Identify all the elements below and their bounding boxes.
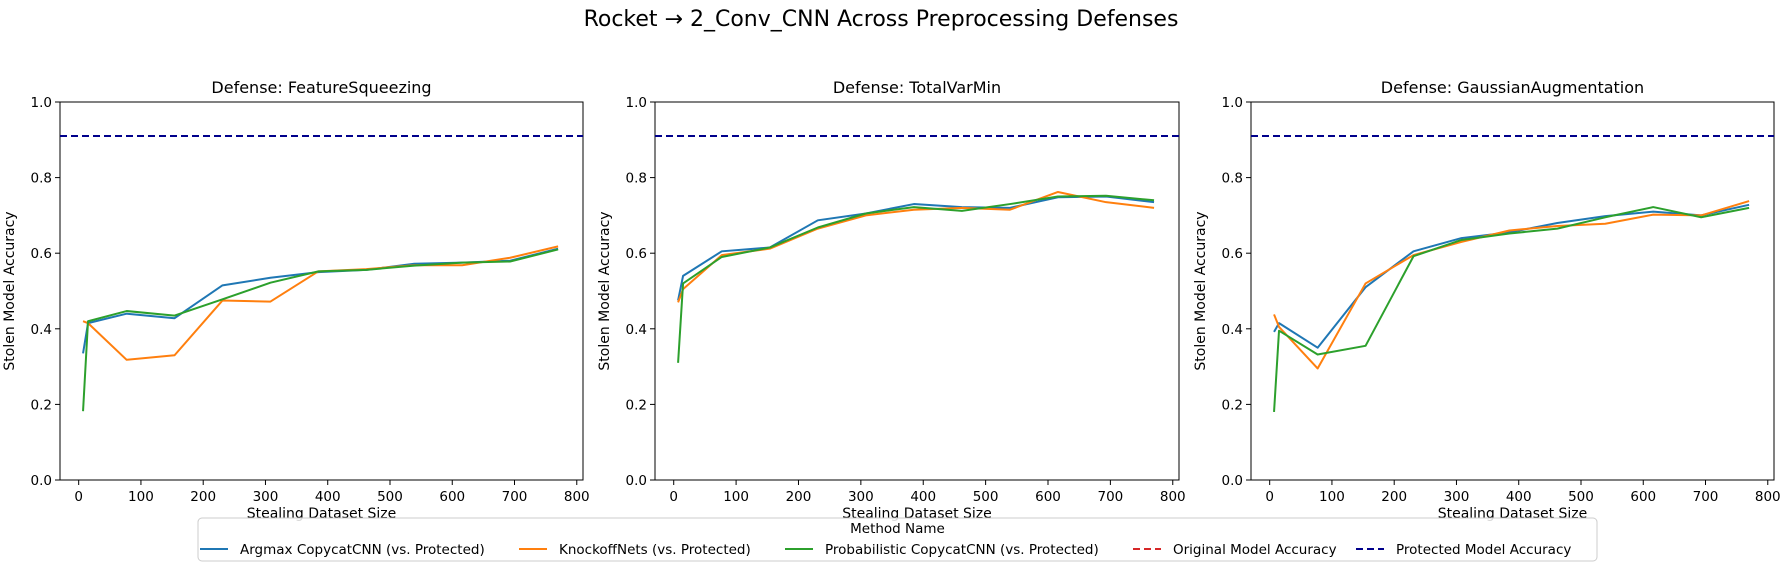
legend-label: Probabilistic CopycatCNN (vs. Protected) [825, 542, 1099, 558]
x-tick-label: 300 [1444, 489, 1470, 505]
y-tick-label: 0.2 [626, 397, 647, 413]
x-tick-label: 100 [723, 489, 749, 505]
legend-label: KnockoffNets (vs. Protected) [559, 542, 751, 558]
y-tick-label: 0.6 [626, 246, 647, 262]
x-tick-label: 100 [1319, 489, 1345, 505]
y-tick-label: 0.6 [31, 246, 52, 262]
y-tick-label: 0.0 [31, 473, 52, 489]
subplot-1: Defense: FeatureSqueezing 0.0 0.2 0.4 0.6 0.8… [2, 78, 590, 522]
x-tick-label: 500 [1568, 489, 1594, 505]
figure-title: Rocket → 2_Conv_CNN Across Preprocessing… [584, 7, 1179, 32]
x-tick-label: 200 [1381, 489, 1407, 505]
x-tick-label: 700 [1097, 489, 1123, 505]
x-tick-label: 100 [128, 489, 154, 505]
x-tick-label: 700 [502, 489, 528, 505]
y-tick-label: 0.2 [1222, 397, 1243, 413]
y-axis-label: Stolen Model Accuracy [2, 211, 18, 370]
x-tick-label: 0 [1265, 489, 1274, 505]
series-line-1 [677, 195, 1155, 301]
x-tick-label: 400 [910, 489, 936, 505]
x-tick-label: 600 [1035, 489, 1061, 505]
x-tick-label: 300 [253, 489, 279, 505]
legend-title: Method Name [850, 521, 945, 537]
legend-box [197, 517, 1598, 562]
legend-label: Protected Model Accuracy [1396, 542, 1571, 558]
legend-label: Original Model Accuracy [1173, 542, 1337, 558]
x-tick-label: 200 [786, 489, 812, 505]
y-tick-label: 0.4 [626, 322, 647, 338]
subplot-title: Defense: FeatureSqueezing [211, 78, 431, 97]
x-tick-label: 400 [315, 489, 341, 505]
y-tick-label: 0.0 [626, 473, 647, 489]
legend: Method Name Argmax CopycatCNN (vs. Protec… [197, 517, 1598, 562]
y-tick-label: 1.0 [1222, 95, 1243, 111]
y-tick-label: 1.0 [626, 95, 647, 111]
subplot-2: Defense: TotalVarMin 0.0 0.2 0.4 0.6 0.8 1.0 0 1… [597, 78, 1186, 522]
x-tick-label: 800 [1755, 489, 1781, 505]
series-line-1 [82, 247, 559, 354]
y-axis-label: Stolen Model Accuracy [597, 211, 613, 370]
subplot-3: Defense: GaussianAugmentation 0.0 0.2 0.4 0.… [1193, 78, 1781, 522]
y-tick-label: 0.8 [1222, 171, 1243, 187]
series-line-2 [82, 245, 559, 361]
x-tick-label: 200 [190, 489, 216, 505]
x-tick-label: 0 [74, 489, 83, 505]
x-tick-label: 600 [439, 489, 465, 505]
subplots: Defense: FeatureSqueezing 0.0 0.2 0.4 0.6 0.8… [2, 78, 1781, 522]
y-axis-label: Stolen Model Accuracy [1193, 211, 1209, 370]
x-tick-label: 0 [669, 489, 678, 505]
legend-label: Argmax CopycatCNN (vs. Protected) [240, 542, 485, 558]
x-tick-label: 800 [1160, 489, 1186, 505]
y-tick-label: 1.0 [31, 95, 52, 111]
x-tick-label: 500 [377, 489, 403, 505]
x-tick-label: 700 [1693, 489, 1719, 505]
series-line-1 [1273, 203, 1750, 349]
subplot-title: Defense: TotalVarMin [833, 78, 1001, 97]
series-line-2 [677, 190, 1155, 303]
y-tick-label: 0.4 [31, 322, 52, 338]
y-tick-label: 0.8 [626, 171, 647, 187]
y-tick-label: 0.2 [31, 397, 52, 413]
y-tick-label: 0.0 [1222, 473, 1243, 489]
subplot-title: Defense: GaussianAugmentation [1381, 78, 1644, 97]
plot-frame [654, 101, 1180, 481]
x-tick-label: 500 [973, 489, 999, 505]
y-tick-label: 0.8 [31, 171, 52, 187]
plot-frame [1250, 101, 1775, 481]
x-tick-label: 600 [1630, 489, 1656, 505]
plot-frame [59, 101, 584, 481]
x-tick-label: 300 [848, 489, 874, 505]
x-tick-label: 400 [1506, 489, 1532, 505]
x-tick-label: 800 [564, 489, 590, 505]
series-line-3 [1273, 206, 1750, 413]
y-tick-label: 0.4 [1222, 322, 1243, 338]
series-line-3 [677, 194, 1155, 363]
y-tick-label: 0.6 [1222, 246, 1243, 262]
series-line-3 [82, 248, 559, 412]
series-line-2 [1273, 200, 1750, 370]
